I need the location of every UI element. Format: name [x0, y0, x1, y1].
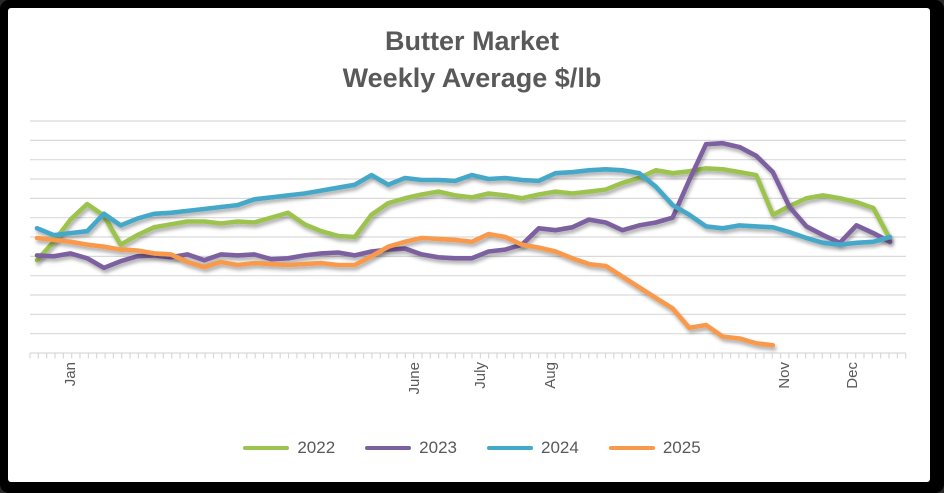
x-axis-label-Dec: Dec	[844, 362, 861, 389]
series-2024	[34, 167, 893, 247]
x-axis-label-July: July	[472, 362, 489, 389]
series-2023	[34, 140, 893, 271]
x-axis-label-Aug: Aug	[542, 362, 559, 389]
series-2022	[34, 166, 893, 263]
legend-swatch-2022	[243, 446, 290, 450]
legend-swatch-2024	[487, 446, 533, 450]
x-axis-label-Jan: Jan	[62, 362, 79, 386]
legend-item-2024: 2024	[487, 438, 579, 458]
legend-label-2022: 2022	[297, 438, 336, 457]
x-axis-label-June: June	[406, 362, 423, 395]
y-gridlines	[30, 120, 906, 354]
legend-item-2022: 2022	[243, 438, 335, 458]
chart-legend: 2022 2023 2024 2025	[0, 438, 944, 458]
legend-label-2024: 2024	[541, 438, 579, 457]
legend-swatch-2023	[365, 446, 412, 450]
chart-title-line-1: Butter Market	[384, 26, 560, 56]
legend-label-2025: 2025	[662, 438, 701, 457]
chart-title: Butter Market Weekly Average $/lb	[0, 23, 944, 97]
chart-background	[8, 8, 930, 482]
x-axis-labels: Jan June July Aug Nov Dec	[62, 362, 861, 395]
legend-swatch-2025	[608, 446, 655, 450]
legend-label-2023: 2023	[419, 438, 457, 457]
legend-item-2025: 2025	[608, 438, 701, 458]
series-2025	[34, 231, 776, 348]
x-axis-ticks	[29, 353, 907, 359]
x-axis-label-Nov: Nov	[776, 362, 793, 389]
legend-item-2023: 2023	[365, 438, 457, 458]
chart-title-line-2: Weekly Average $/lb	[342, 63, 602, 93]
